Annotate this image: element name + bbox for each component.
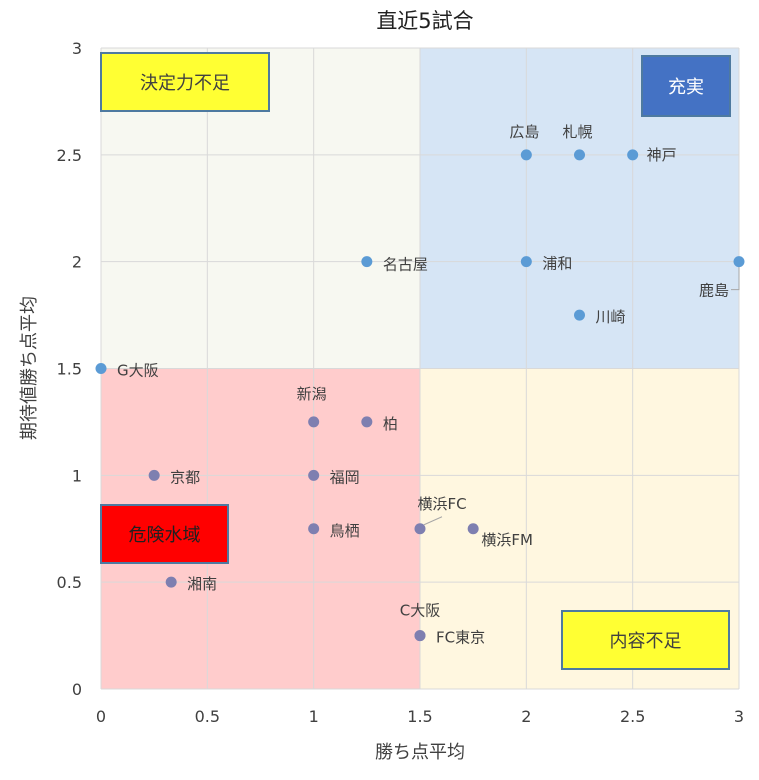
- data-point: [520, 149, 532, 161]
- annotation-label-2: 危険水域: [129, 525, 201, 546]
- data-point: [733, 256, 745, 268]
- chart-title: 直近5試合: [376, 9, 473, 33]
- point-label: 広島: [509, 123, 539, 141]
- x-tick-label: 0.5: [195, 707, 220, 726]
- point-label: 川崎: [596, 308, 626, 326]
- data-point: [308, 523, 320, 535]
- point-label: 新潟: [297, 385, 327, 403]
- data-point: [574, 149, 585, 161]
- point-label: 横浜FC: [417, 495, 466, 513]
- annotation-label-3: 内容不足: [610, 631, 682, 652]
- point-label: 名古屋: [383, 256, 428, 274]
- point-label: C大阪: [400, 602, 440, 620]
- x-tick-label: 1: [309, 707, 319, 726]
- data-point: [414, 630, 426, 642]
- point-label: 鹿島: [699, 282, 729, 300]
- annotation-box-3: [561, 610, 730, 670]
- data-point: [467, 523, 479, 535]
- data-point: [308, 416, 320, 428]
- x-tick-label: 2.5: [620, 707, 645, 726]
- data-point: [308, 469, 320, 481]
- label-leader-lines: [423, 261, 740, 526]
- point-label: 福岡: [330, 468, 360, 486]
- data-point: [361, 256, 373, 268]
- y-tick-label: 0: [72, 680, 82, 699]
- y-tick-label: 1.5: [57, 360, 82, 379]
- x-tick-label: 3: [734, 707, 744, 726]
- tick-labels: 0 0.5 1 1.5 2 2.5 3 0 0.5 1 1.5 2 2.5 3: [57, 39, 745, 726]
- point-label: 湘南: [187, 575, 217, 593]
- annotation-box-1: [641, 55, 731, 117]
- data-point: [148, 469, 160, 481]
- point-label: 鳥栖: [330, 522, 360, 540]
- y-axis-label: 期待値勝ち点平均: [19, 296, 40, 440]
- y-tick-label: 2: [72, 253, 82, 272]
- data-point: [165, 576, 177, 588]
- point-label: 浦和: [542, 255, 572, 273]
- annotation-box-0: [100, 52, 270, 112]
- data-point: [520, 256, 532, 268]
- data-point: [95, 363, 107, 374]
- data-point: [414, 523, 426, 535]
- point-label: FC東京: [436, 629, 485, 647]
- y-tick-label: 3: [72, 39, 82, 58]
- point-label: 札幌: [562, 123, 592, 141]
- y-tick-label: 2.5: [57, 146, 82, 165]
- label-leader-line: [423, 516, 443, 526]
- annotation-label-1: 充実: [668, 77, 704, 98]
- label-leader-line: [731, 261, 740, 291]
- data-point: [627, 149, 639, 161]
- point-label: G大阪: [117, 362, 159, 380]
- data-point: [361, 416, 373, 428]
- x-tick-label: 0: [96, 707, 106, 726]
- y-tick-label: 0.5: [57, 573, 82, 592]
- point-label: 横浜FM: [481, 531, 533, 549]
- y-tick-label: 1: [72, 466, 82, 485]
- point-label: 柏: [383, 415, 398, 433]
- x-tick-label: 1.5: [407, 707, 432, 726]
- annotation-label-0: 決定力不足: [140, 73, 230, 94]
- x-axis-label: 勝ち点平均: [375, 742, 465, 763]
- data-point: [574, 309, 585, 321]
- point-label: 神戸: [647, 146, 677, 164]
- data-points: [95, 149, 745, 642]
- point-label: 京都: [170, 468, 200, 486]
- annotation-box-2: [100, 504, 229, 564]
- x-tick-label: 2: [521, 707, 531, 726]
